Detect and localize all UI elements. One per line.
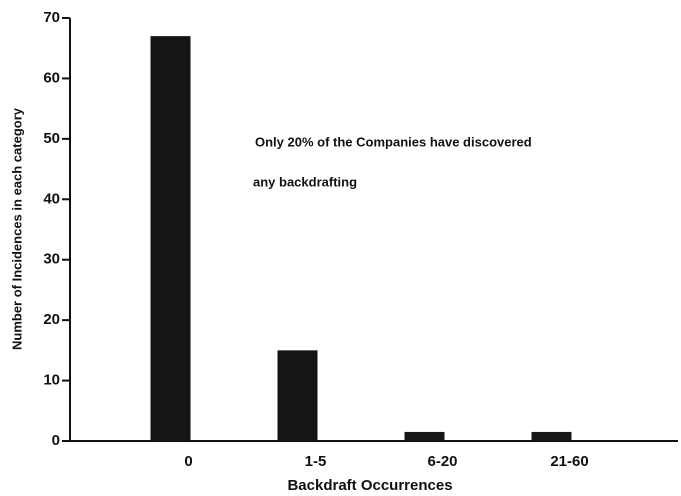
annotation: any backdrafting <box>253 174 357 189</box>
x-tick-label: 6-20 <box>427 453 457 470</box>
bar <box>150 36 191 441</box>
y-tick-label: 70 <box>43 9 60 26</box>
y-tick-label: 50 <box>43 130 60 147</box>
y-tick-label: 10 <box>43 372 60 389</box>
bar <box>404 431 445 441</box>
y-tick-label: 40 <box>43 190 60 207</box>
y-tick-label: 0 <box>52 432 60 449</box>
y-tick-label: 30 <box>43 251 60 268</box>
y-axis-label: Number of Incidences in each category <box>9 107 24 350</box>
y-tick-label: 60 <box>43 69 60 86</box>
y-tick-label: 20 <box>43 311 60 328</box>
bar <box>277 350 318 441</box>
annotation: Only 20% of the Companies have discovere… <box>255 134 532 149</box>
x-tick-label: 1-5 <box>305 453 327 470</box>
x-tick-label: 0 <box>184 453 192 470</box>
x-tick-label: 21-60 <box>550 453 588 470</box>
x-axis-label: Backdraft Occurrences <box>287 477 452 494</box>
bar <box>531 431 572 441</box>
